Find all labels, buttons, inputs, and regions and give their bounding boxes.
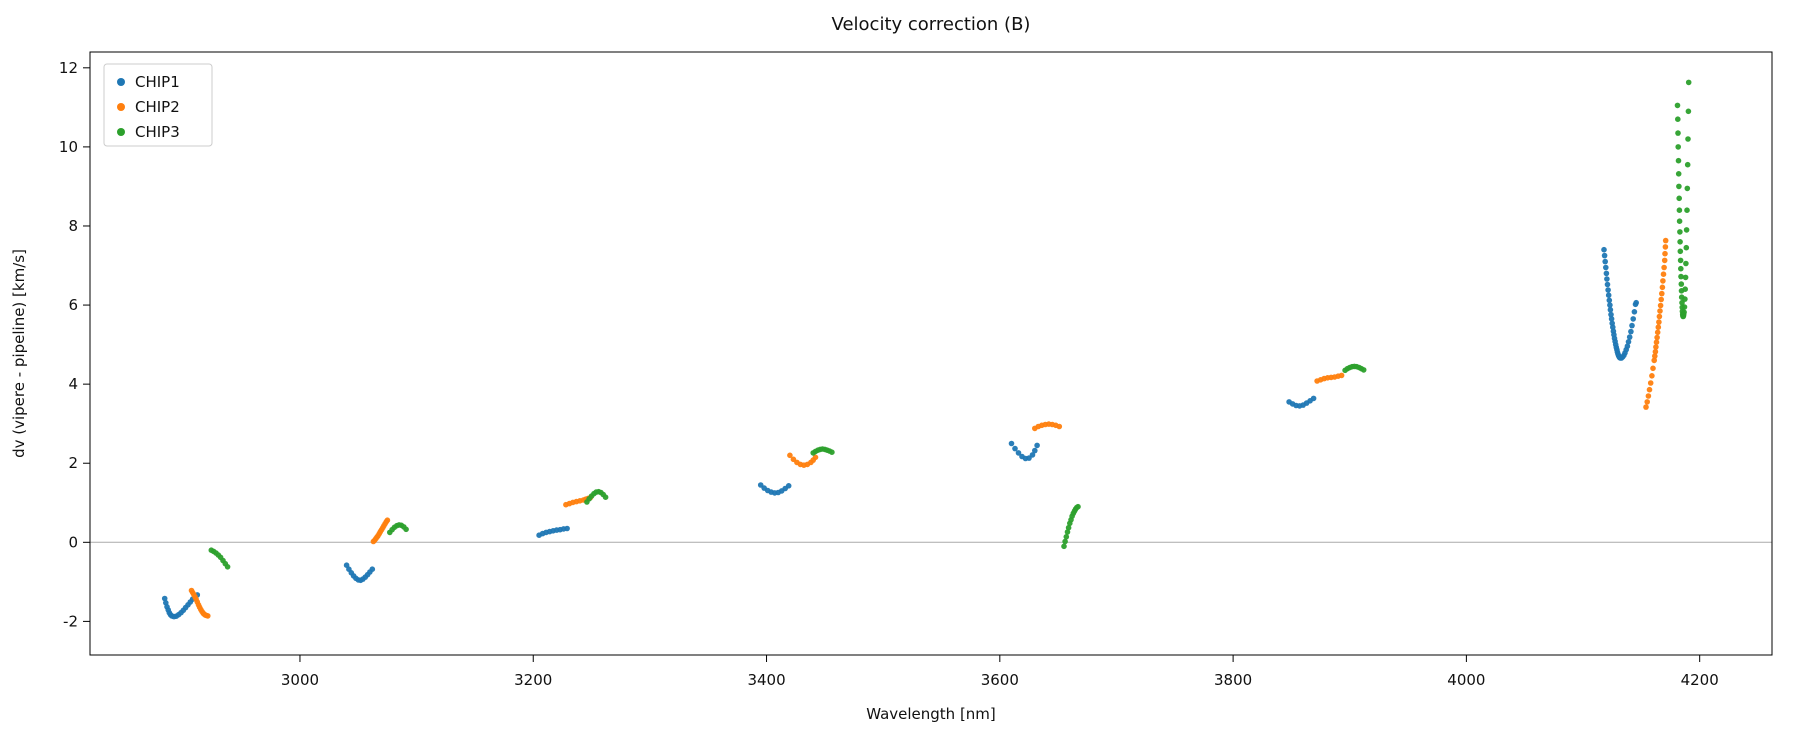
y-axis-label: dv (vipere - pipeline) [km/s] bbox=[10, 249, 28, 458]
x-tick-label: 3600 bbox=[981, 671, 1019, 689]
x-tick-label: 3400 bbox=[747, 671, 785, 689]
legend-marker-chip1 bbox=[117, 78, 125, 86]
x-tick-label: 3200 bbox=[514, 671, 552, 689]
y-tick-label: 4 bbox=[68, 375, 78, 393]
x-tick-label: 4200 bbox=[1681, 671, 1719, 689]
y-tick-label: 6 bbox=[68, 296, 78, 314]
y-tick-label: 10 bbox=[59, 138, 78, 156]
legend-label-chip3: CHIP3 bbox=[135, 123, 180, 141]
legend: CHIP1 CHIP2 CHIP3 bbox=[103, 63, 213, 147]
y-tick-label: 12 bbox=[59, 59, 78, 77]
y-tick-label: 8 bbox=[68, 217, 78, 235]
x-tick-label: 4000 bbox=[1447, 671, 1485, 689]
x-tick-label: 3800 bbox=[1214, 671, 1252, 689]
legend-marker-chip3 bbox=[117, 128, 125, 136]
y-tick-label: -2 bbox=[63, 612, 78, 630]
legend-box bbox=[103, 63, 213, 147]
chart-title: Velocity correction (B) bbox=[832, 14, 1031, 35]
series-chip1 bbox=[161, 246, 1639, 620]
x-tick-label: 3000 bbox=[281, 671, 319, 689]
series-chip3 bbox=[208, 79, 1692, 570]
y-tick-label: 2 bbox=[68, 454, 78, 472]
y-tick-label: 0 bbox=[68, 533, 78, 551]
legend-label-chip1: CHIP1 bbox=[135, 73, 180, 91]
legend-marker-chip2 bbox=[117, 103, 125, 111]
x-axis-label: Wavelength [nm] bbox=[866, 705, 996, 723]
series-chip2 bbox=[188, 237, 1669, 619]
legend-label-chip2: CHIP2 bbox=[135, 98, 180, 116]
axes-spines bbox=[89, 51, 1773, 656]
